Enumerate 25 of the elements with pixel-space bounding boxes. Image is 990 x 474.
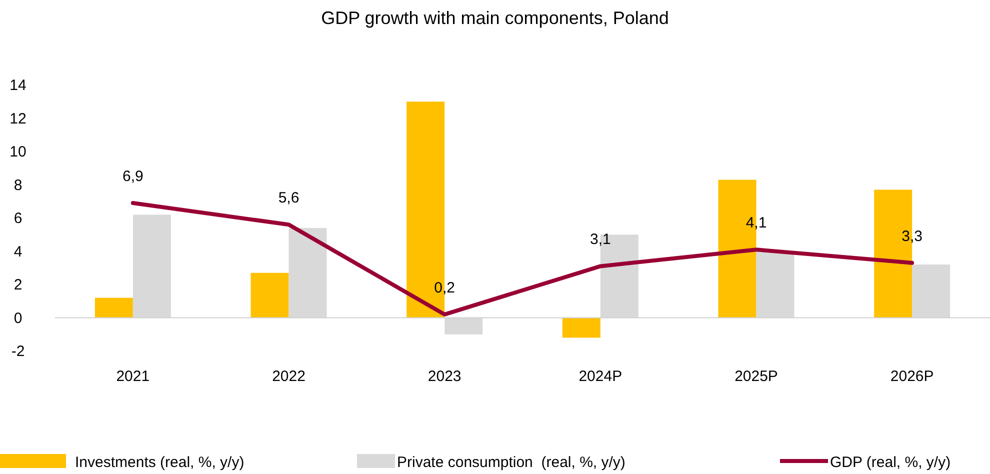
data-label: 5,6: [278, 190, 300, 207]
x-tick-label: 2021: [116, 368, 150, 385]
y-tick-label: -2: [11, 343, 25, 360]
y-tick-label: 2: [14, 276, 22, 294]
data-label: 3,1: [590, 231, 611, 248]
y-tick-label: 6: [14, 210, 22, 227]
y-tick-label: 4: [14, 243, 22, 260]
chart-title: GDP growth with main components, Poland: [321, 8, 669, 28]
y-tick-label: 8: [14, 176, 22, 194]
legend-label: Investments (real, %, y/y): [75, 454, 244, 471]
x-tick-label: 2024P: [578, 368, 622, 385]
bar: [94, 298, 133, 318]
y-tick-label: 0: [14, 310, 22, 327]
bar: [250, 272, 289, 318]
x-tick-label: 2026P: [890, 368, 934, 385]
x-tick-label: 2022: [272, 368, 306, 385]
y-tick-label: 10: [10, 144, 26, 160]
data-label: 6,9: [122, 168, 144, 186]
legend-label: Private consumption (real, %, y/y): [397, 454, 626, 471]
x-tick-label: 2023: [428, 368, 462, 385]
legend-label: GDP (real, %, y/y): [830, 454, 951, 471]
y-tick-label: 14: [10, 77, 26, 94]
bar: [562, 318, 600, 338]
x-tick-label: 2025P: [734, 368, 778, 385]
y-tick-label: 12: [10, 110, 26, 128]
